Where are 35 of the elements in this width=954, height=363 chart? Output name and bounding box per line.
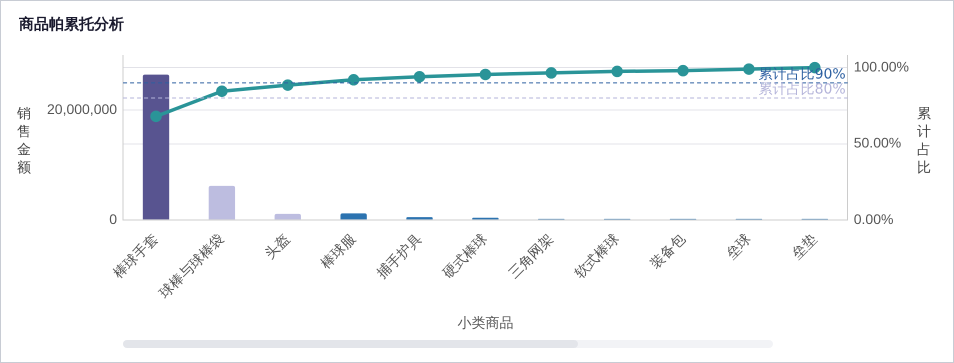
point: [282, 79, 294, 91]
point: [480, 68, 492, 80]
y-tick-label: 20,000,000: [46, 101, 118, 118]
y2-tick-label: 100.00%: [854, 58, 910, 74]
point: [611, 66, 623, 78]
x-tick-label: 硬式棒球: [439, 230, 490, 282]
ref-line-label: 累计占比80%: [758, 82, 846, 98]
x-tick-label: 棒球服: [317, 230, 358, 272]
x-tick-label: 棒球手套: [110, 230, 161, 282]
x-tick-label: 装备包: [646, 230, 688, 272]
y2-tick-label: 50.00%: [854, 134, 902, 151]
point: [414, 70, 426, 82]
bar: [274, 214, 301, 220]
point: [150, 110, 162, 122]
x-axis-title: 小类商品: [457, 314, 514, 330]
y2-axis-title: 累计占比: [917, 105, 932, 177]
bar: [142, 74, 170, 220]
x-tick-label: 垒球: [722, 230, 754, 262]
y2-tick-label: 0.00%: [854, 210, 894, 227]
y-axis-title: 销售金额: [17, 105, 32, 177]
point: [677, 64, 689, 76]
point: [348, 74, 360, 86]
point: [216, 85, 228, 97]
x-tick-label: 头盔: [262, 230, 293, 262]
bar: [208, 186, 236, 220]
x-tick-label: 垒垫: [788, 230, 820, 262]
point: [743, 63, 755, 75]
chart-title: 商品帕累托分析: [19, 15, 124, 34]
y-tick-label: 0: [109, 210, 118, 227]
x-tick-label: 捕手护具: [373, 230, 424, 282]
point: [546, 67, 558, 79]
ref-line-label: 累计占比90%: [758, 66, 846, 82]
x-tick-label: 软式棒球: [571, 230, 622, 282]
bar: [340, 213, 367, 220]
x-tick-label: 三角网架: [505, 230, 556, 282]
